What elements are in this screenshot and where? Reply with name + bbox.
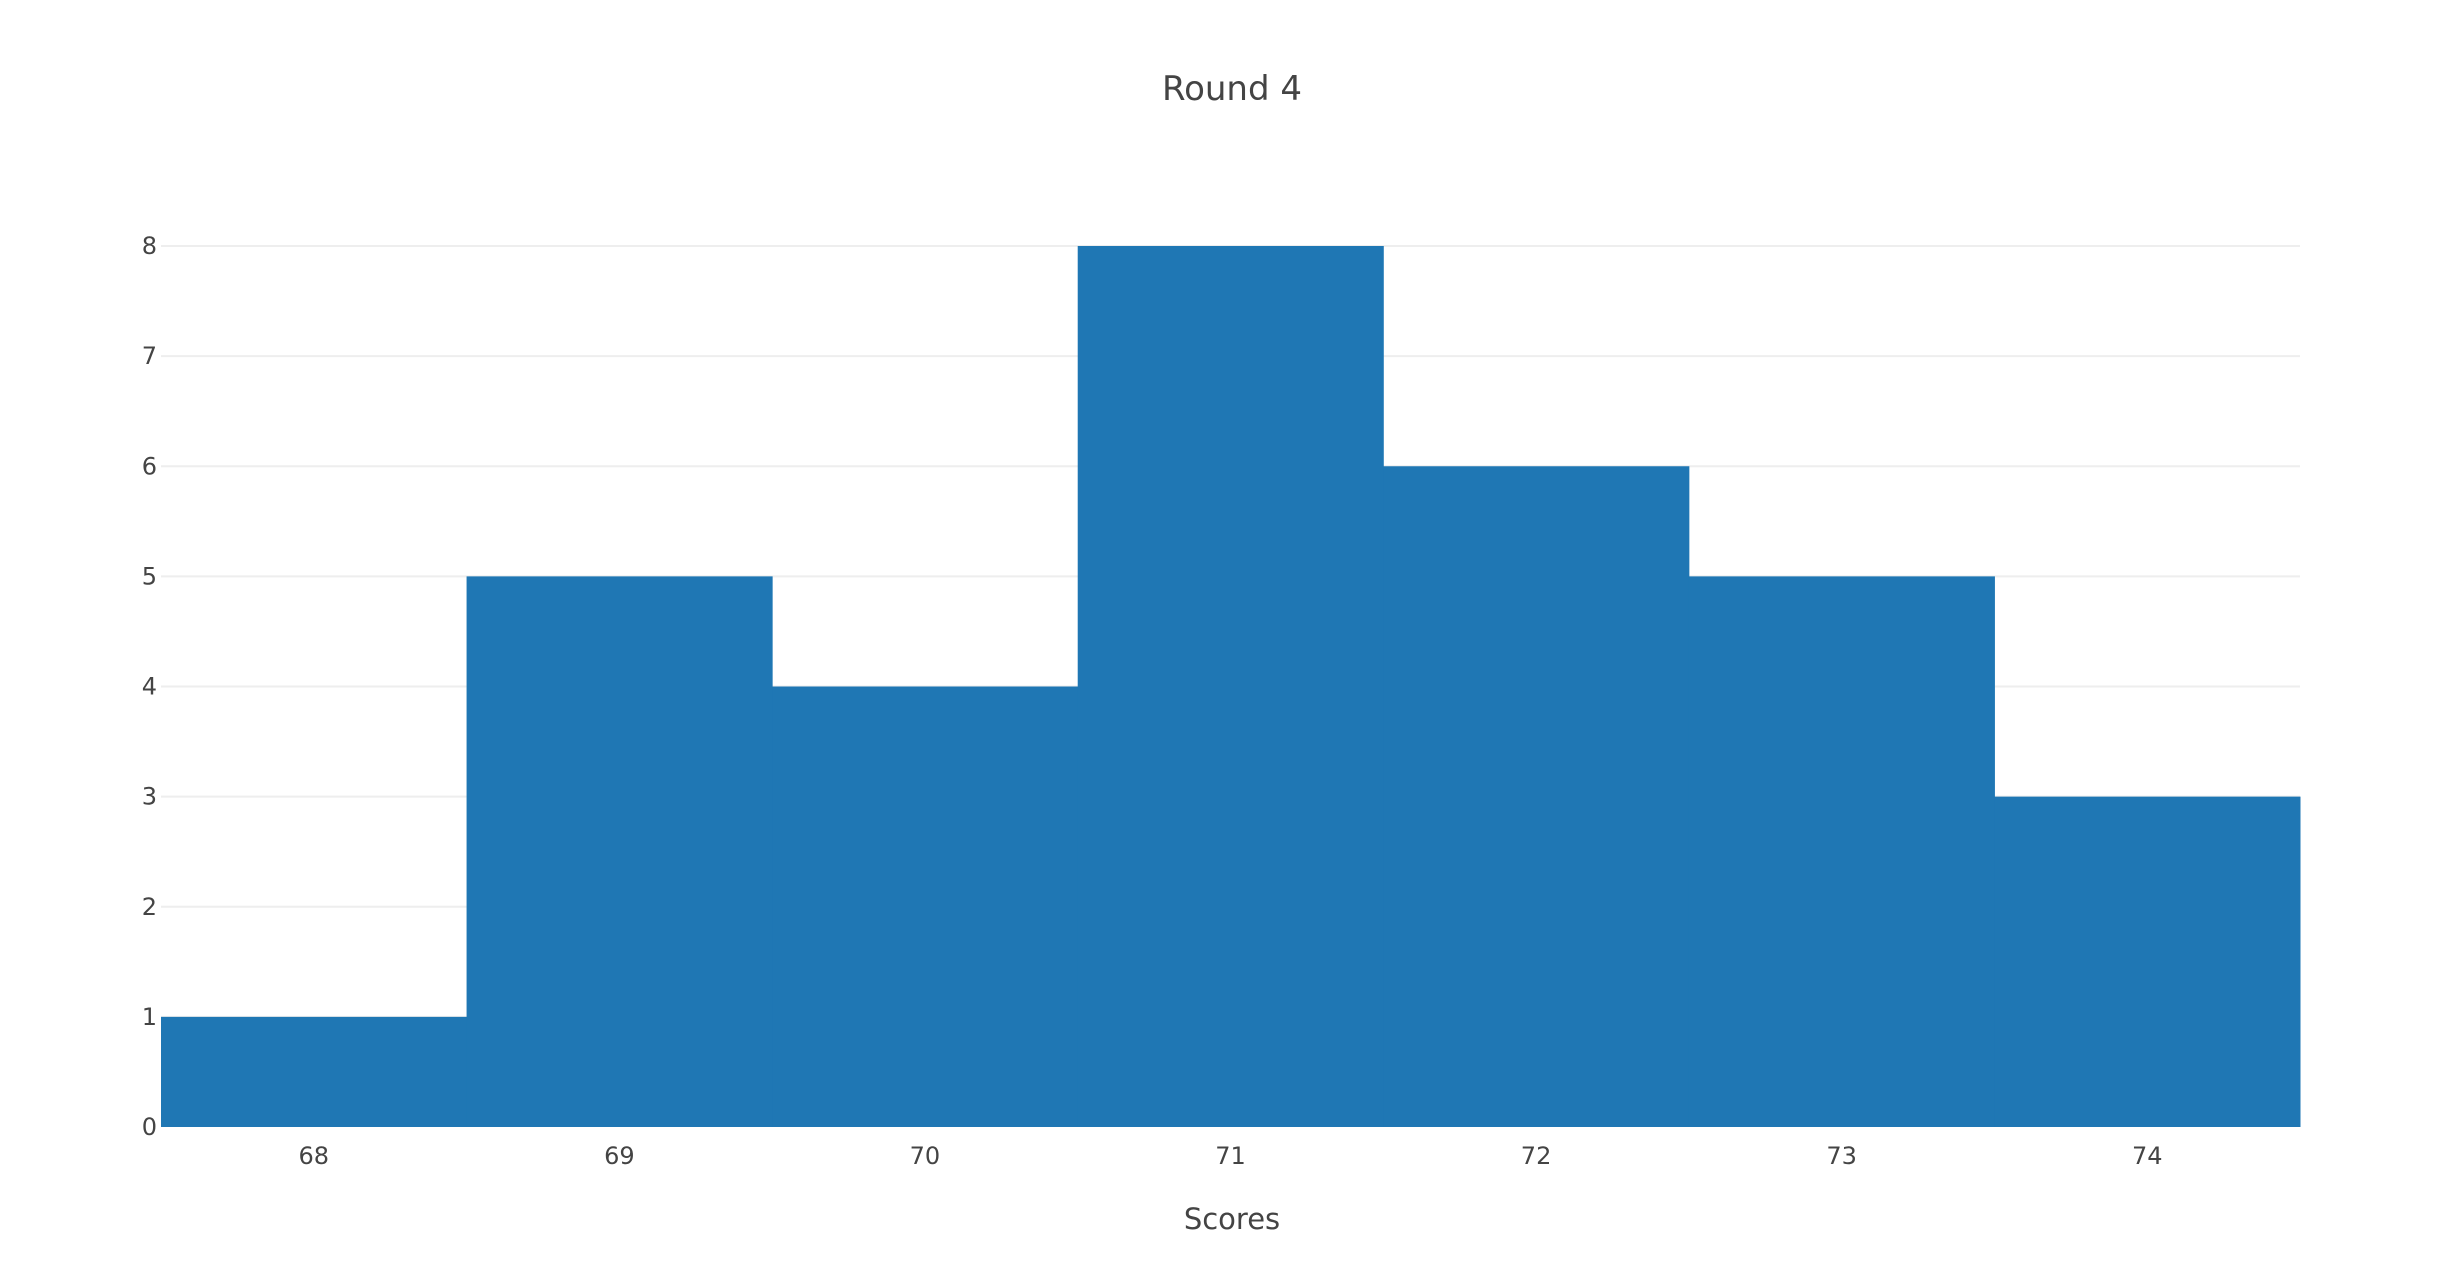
y-tick-label: 7 (142, 342, 157, 370)
histogram-bar (1994, 796, 2301, 1127)
x-tick-label: 72 (1521, 1142, 1552, 1170)
bars (161, 246, 2301, 1127)
y-tick-label: 5 (142, 562, 157, 590)
y-tick-label: 2 (142, 893, 157, 921)
x-tick-label: 73 (1826, 1142, 1857, 1170)
y-tick-label: 6 (142, 452, 157, 480)
x-tick-label: 69 (604, 1142, 635, 1170)
x-tick-labels: 68 69 70 71 72 73 74 (299, 1142, 2163, 1170)
y-tick-label: 4 (142, 673, 157, 701)
x-tick-label: 74 (2132, 1142, 2163, 1170)
x-tick-label: 71 (1215, 1142, 1246, 1170)
histogram-bar (1383, 466, 1690, 1127)
y-tick-label: 1 (142, 1003, 157, 1031)
histogram-bar (161, 1016, 468, 1127)
histogram-bar (1688, 576, 1995, 1127)
chart-title: Round 4 (1162, 69, 1302, 109)
x-tick-label: 68 (299, 1142, 330, 1170)
histogram-bar (1077, 246, 1384, 1127)
y-tick-labels: 0 1 2 3 4 5 6 7 8 (142, 232, 157, 1141)
histogram-bar (772, 686, 1079, 1127)
x-tick-label: 70 (910, 1142, 941, 1170)
y-tick-label: 0 (142, 1113, 157, 1141)
y-tick-label: 3 (142, 783, 157, 811)
y-tick-label: 8 (142, 232, 157, 260)
histogram-bar (466, 576, 773, 1127)
x-axis-title: Scores (1184, 1202, 1280, 1236)
